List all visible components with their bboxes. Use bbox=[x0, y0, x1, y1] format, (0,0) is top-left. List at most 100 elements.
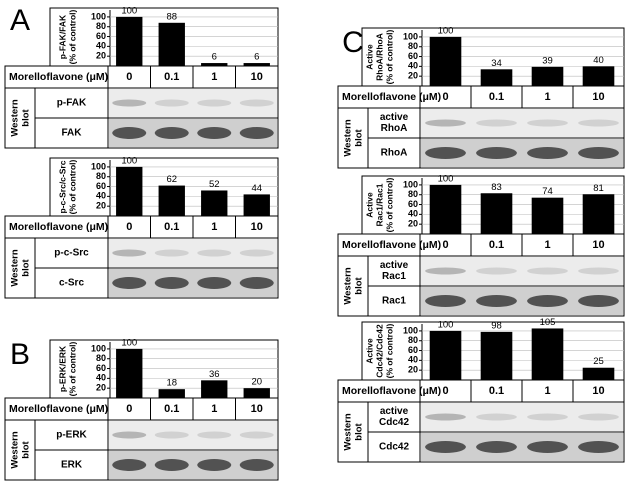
category-label: 1 bbox=[544, 239, 550, 251]
blot-band bbox=[197, 459, 232, 471]
value-label: 36 bbox=[209, 369, 220, 380]
y-tick-label: 100 bbox=[403, 31, 418, 41]
blot-label: Western bbox=[10, 249, 21, 287]
value-label: 34 bbox=[491, 58, 502, 69]
blot-row-label: active bbox=[380, 112, 409, 123]
y-tick-label: 60 bbox=[96, 363, 106, 373]
bar bbox=[201, 63, 228, 66]
value-label: 100 bbox=[121, 5, 137, 16]
blot-band bbox=[112, 99, 147, 107]
y-tick-label: 100 bbox=[403, 325, 418, 335]
y-tick-label: 100 bbox=[91, 343, 106, 353]
category-label: 10 bbox=[592, 91, 604, 103]
blot-row-label: p-c-Src bbox=[54, 248, 89, 259]
blot-band bbox=[112, 431, 147, 439]
y-tick-label: 20 bbox=[408, 71, 418, 81]
blot-band bbox=[239, 277, 274, 289]
category-label: 0 bbox=[126, 71, 132, 83]
bar bbox=[243, 63, 270, 66]
y-axis-label: (% of control) bbox=[67, 9, 77, 64]
y-tick-label: 60 bbox=[408, 199, 418, 209]
condition-label: Morelloflavone (μM) bbox=[9, 71, 108, 83]
bar bbox=[582, 194, 615, 234]
category-label: 0 bbox=[442, 385, 448, 397]
category-label: 1 bbox=[544, 385, 550, 397]
blot-band bbox=[112, 127, 147, 139]
blot-label: blot bbox=[21, 258, 32, 276]
blot-row-label: p-FAK bbox=[57, 98, 87, 109]
blot-band bbox=[154, 127, 189, 139]
panel-label: B bbox=[10, 338, 30, 371]
bar bbox=[429, 184, 462, 234]
bar bbox=[116, 16, 143, 67]
category-label: 0 bbox=[442, 239, 448, 251]
y-tick-label: 40 bbox=[408, 355, 418, 365]
blot-band bbox=[239, 127, 274, 139]
y-tick-label: 80 bbox=[408, 189, 418, 199]
y-tick-label: 80 bbox=[96, 21, 106, 31]
blot-row-label: Cdc42 bbox=[379, 417, 409, 428]
blot-band bbox=[578, 267, 619, 275]
blot-row-label: RhoA bbox=[381, 123, 408, 134]
y-axis-label: p-FAK/FAK bbox=[57, 14, 67, 59]
bar bbox=[531, 197, 564, 234]
blot-band bbox=[425, 295, 466, 307]
blot-label: blot bbox=[354, 128, 365, 146]
category-label: 0.1 bbox=[164, 403, 179, 415]
blot-band bbox=[154, 459, 189, 471]
blot-band bbox=[239, 99, 274, 107]
y-tick-label: 60 bbox=[408, 345, 418, 355]
blot-band bbox=[239, 249, 274, 257]
bar bbox=[480, 331, 513, 380]
category-label: 0.1 bbox=[164, 221, 179, 233]
y-tick-label: 20 bbox=[96, 383, 106, 393]
category-label: 1 bbox=[211, 403, 217, 415]
bar bbox=[201, 380, 228, 398]
y-tick-label: 40 bbox=[408, 209, 418, 219]
blot-band bbox=[476, 413, 517, 421]
blot-band bbox=[578, 147, 619, 159]
bar bbox=[243, 194, 270, 216]
value-label: 100 bbox=[121, 337, 137, 348]
blot-label: Western bbox=[343, 267, 354, 305]
y-axis-label: Active bbox=[364, 44, 374, 70]
y-tick-label: 20 bbox=[408, 219, 418, 229]
blot-band bbox=[578, 441, 619, 453]
blot-band bbox=[476, 295, 517, 307]
blot-band bbox=[154, 277, 189, 289]
blot-band bbox=[112, 459, 147, 471]
bar bbox=[429, 36, 462, 86]
blot-band bbox=[527, 441, 568, 453]
category-label: 10 bbox=[251, 221, 263, 233]
y-axis-label: RhoA/RhoA bbox=[374, 33, 384, 81]
y-axis-label: (% of control) bbox=[67, 159, 77, 214]
y-tick-label: 100 bbox=[403, 179, 418, 189]
condition-label: Morelloflavone (μM) bbox=[342, 91, 441, 103]
blot-row-label: c-Src bbox=[59, 278, 84, 289]
blot-row-label: Rac1 bbox=[382, 271, 406, 282]
value-label: 88 bbox=[166, 11, 177, 22]
value-label: 40 bbox=[593, 55, 604, 66]
y-tick-label: 40 bbox=[96, 41, 106, 51]
blot-label: Western bbox=[343, 119, 354, 157]
value-label: 100 bbox=[438, 173, 454, 184]
value-label: 100 bbox=[438, 25, 454, 36]
value-label: 83 bbox=[491, 182, 502, 193]
y-tick-label: 100 bbox=[91, 161, 106, 171]
blot-band bbox=[154, 431, 189, 439]
value-label: 25 bbox=[593, 356, 604, 367]
bar bbox=[243, 388, 270, 398]
bar bbox=[480, 193, 513, 234]
blot-band bbox=[527, 295, 568, 307]
value-label: 6 bbox=[212, 52, 217, 63]
blot-row-label: active bbox=[380, 406, 409, 417]
blot-label: Western bbox=[10, 431, 21, 469]
blot-band bbox=[197, 127, 232, 139]
bar bbox=[582, 367, 615, 380]
blot-band bbox=[578, 413, 619, 421]
y-tick-label: 100 bbox=[91, 11, 106, 21]
y-tick-label: 60 bbox=[96, 181, 106, 191]
blot-band bbox=[476, 267, 517, 275]
y-axis-label: p-c-Src/c-Src bbox=[57, 160, 67, 213]
category-label: 0 bbox=[442, 91, 448, 103]
